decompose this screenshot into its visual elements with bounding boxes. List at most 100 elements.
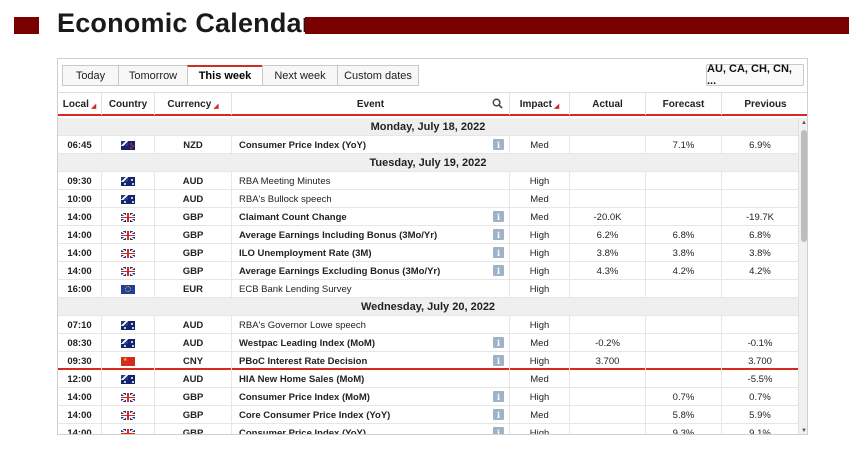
china-flag-icon: ★ bbox=[121, 356, 135, 366]
event-actual: 3.700 bbox=[570, 352, 646, 370]
column-header-currency[interactable]: Currency ◢ bbox=[155, 93, 232, 115]
table-row[interactable]: 14:00 GBP Core Consumer Price Index (YoY) i… bbox=[58, 406, 798, 424]
event-currency: AUD bbox=[155, 370, 232, 388]
table-row[interactable]: 14:00 GBP Claimant Count Change i Med -20.0K -… bbox=[58, 208, 798, 226]
event-name[interactable]: Average Earnings Including Bonus (3Mo/Yr… bbox=[232, 226, 510, 244]
column-header-local[interactable]: Local ◢ bbox=[58, 93, 102, 115]
australia-flag-icon bbox=[121, 320, 135, 330]
tab-today[interactable]: Today bbox=[62, 65, 119, 86]
event-actual: -20.0K bbox=[570, 208, 646, 226]
event-country bbox=[102, 370, 155, 388]
info-icon[interactable]: i bbox=[493, 265, 504, 276]
table-row[interactable]: 14:00 GBP Consumer Price Index (YoY) i High 9… bbox=[58, 424, 798, 435]
info-icon[interactable]: i bbox=[493, 355, 504, 366]
event-country bbox=[102, 208, 155, 226]
event-forecast bbox=[646, 280, 722, 298]
event-time: 14:00 bbox=[58, 226, 102, 244]
event-name-label: PBoC Interest Rate Decision bbox=[239, 355, 368, 367]
united-kingdom-flag-icon bbox=[121, 248, 135, 258]
event-name[interactable]: Consumer Price Index (YoY) i bbox=[232, 136, 510, 154]
event-name[interactable]: HIA New Home Sales (MoM) bbox=[232, 370, 510, 388]
tab-tomorrow[interactable]: Tomorrow bbox=[118, 65, 188, 86]
event-actual bbox=[570, 280, 646, 298]
title-accent-bar-right bbox=[305, 17, 849, 34]
table-row[interactable]: 14:00 GBP Consumer Price Index (MoM) i High 0… bbox=[58, 388, 798, 406]
australia-flag-icon bbox=[121, 374, 135, 384]
table-row[interactable]: 07:10 AUD RBA's Governor Lowe speech High bbox=[58, 316, 798, 334]
scroll-thumb[interactable] bbox=[801, 130, 807, 242]
event-name-label: Average Earnings Excluding Bonus (3Mo/Yr… bbox=[239, 265, 441, 277]
event-impact: High bbox=[510, 316, 570, 334]
event-country bbox=[102, 262, 155, 280]
event-name[interactable]: Consumer Price Index (MoM) i bbox=[232, 388, 510, 406]
scroll-down-arrow-icon[interactable]: ▼ bbox=[801, 428, 807, 434]
event-currency: AUD bbox=[155, 172, 232, 190]
event-name[interactable]: RBA Meeting Minutes bbox=[232, 172, 510, 190]
info-icon[interactable]: i bbox=[493, 211, 504, 222]
event-forecast bbox=[646, 190, 722, 208]
info-icon[interactable]: i bbox=[493, 337, 504, 348]
event-country bbox=[102, 334, 155, 352]
table-row[interactable]: 09:30 AUD RBA Meeting Minutes High bbox=[58, 172, 798, 190]
event-name[interactable]: Average Earnings Excluding Bonus (3Mo/Yr… bbox=[232, 262, 510, 280]
column-header-impact[interactable]: Impact ◢ bbox=[510, 93, 570, 115]
event-name[interactable]: ECB Bank Lending Survey bbox=[232, 280, 510, 298]
event-time: 14:00 bbox=[58, 244, 102, 262]
event-name[interactable]: Claimant Count Change i bbox=[232, 208, 510, 226]
info-icon[interactable]: i bbox=[493, 427, 504, 434]
table-row[interactable]: 10:00 AUD RBA's Bullock speech Med bbox=[58, 190, 798, 208]
event-name-label: RBA's Bullock speech bbox=[239, 193, 332, 205]
info-icon[interactable]: i bbox=[493, 139, 504, 150]
event-forecast: 9.3% bbox=[646, 424, 722, 434]
event-name[interactable]: PBoC Interest Rate Decision i bbox=[232, 352, 510, 370]
event-forecast: 6.8% bbox=[646, 226, 722, 244]
event-forecast: 4.2% bbox=[646, 262, 722, 280]
table-header: Local ◢ Country Currency ◢ Event Impact ◢ A… bbox=[58, 92, 807, 116]
event-impact: Med bbox=[510, 334, 570, 352]
info-icon[interactable]: i bbox=[493, 409, 504, 420]
event-country bbox=[102, 316, 155, 334]
country-filter-button[interactable]: AU, CA, CH, CN, ... bbox=[706, 63, 804, 87]
event-name[interactable]: RBA's Bullock speech bbox=[232, 190, 510, 208]
scroll-up-arrow-icon[interactable]: ▲ bbox=[801, 120, 807, 126]
event-name[interactable]: Core Consumer Price Index (YoY) i bbox=[232, 406, 510, 424]
event-time: 14:00 bbox=[58, 208, 102, 226]
event-name-label: Core Consumer Price Index (YoY) bbox=[239, 409, 391, 421]
event-forecast bbox=[646, 172, 722, 190]
event-forecast: 0.7% bbox=[646, 388, 722, 406]
tab-next-week[interactable]: Next week bbox=[262, 65, 338, 86]
day-header-row: Tuesday, July 19, 2022 bbox=[58, 154, 798, 172]
info-icon[interactable]: i bbox=[493, 229, 504, 240]
column-header-actual-label: Actual bbox=[592, 98, 623, 110]
column-header-local-label: Local bbox=[62, 98, 89, 110]
event-time: 09:30 bbox=[58, 172, 102, 190]
event-previous: 9.1% bbox=[749, 427, 771, 435]
table-row[interactable]: 06:45 NZD Consumer Price Index (YoY) i Med 7.… bbox=[58, 136, 798, 154]
table-row[interactable]: 09:30 ★ CNY PBoC Interest Rate Decision i Hig… bbox=[58, 352, 798, 370]
event-name[interactable]: Westpac Leading Index (MoM) i bbox=[232, 334, 510, 352]
table-row[interactable]: 16:00 EUR ECB Bank Lending Survey High bbox=[58, 280, 798, 298]
event-time: 14:00 bbox=[58, 424, 102, 434]
event-name[interactable]: Consumer Price Index (YoY) i bbox=[232, 424, 510, 434]
event-currency: EUR bbox=[155, 280, 232, 298]
event-previous: -5.5% bbox=[747, 373, 773, 385]
tab-custom-dates[interactable]: Custom dates bbox=[337, 65, 419, 86]
event-forecast bbox=[646, 334, 722, 352]
day-header-label: Tuesday, July 19, 2022 bbox=[369, 156, 487, 169]
table-row[interactable]: 08:30 AUD Westpac Leading Index (MoM) i Med -… bbox=[58, 334, 798, 352]
event-forecast bbox=[646, 370, 722, 388]
event-name[interactable]: ILO Unemployment Rate (3M) i bbox=[232, 244, 510, 262]
info-icon[interactable]: i bbox=[493, 247, 504, 258]
table-row[interactable]: 12:00 AUD HIA New Home Sales (MoM) Med -5.5% bbox=[58, 370, 798, 388]
tab-this-week[interactable]: This week bbox=[187, 65, 263, 86]
table-row[interactable]: 14:00 GBP ILO Unemployment Rate (3M) i High 3… bbox=[58, 244, 798, 262]
table-row[interactable]: 14:00 GBP Average Earnings Including Bonus… bbox=[58, 226, 798, 244]
column-header-impact-label: Impact bbox=[519, 98, 552, 110]
events-table: Monday, July 18, 2022 06:45 NZD Consumer Pr… bbox=[58, 118, 798, 435]
scrollbar[interactable]: ▲ ▼ bbox=[798, 118, 807, 434]
event-previous: 5.9% bbox=[749, 409, 771, 421]
table-row[interactable]: 14:00 GBP Average Earnings Excluding Bonus… bbox=[58, 262, 798, 280]
info-icon[interactable]: i bbox=[493, 391, 504, 402]
search-icon[interactable] bbox=[492, 98, 503, 109]
event-name[interactable]: RBA's Governor Lowe speech bbox=[232, 316, 510, 334]
